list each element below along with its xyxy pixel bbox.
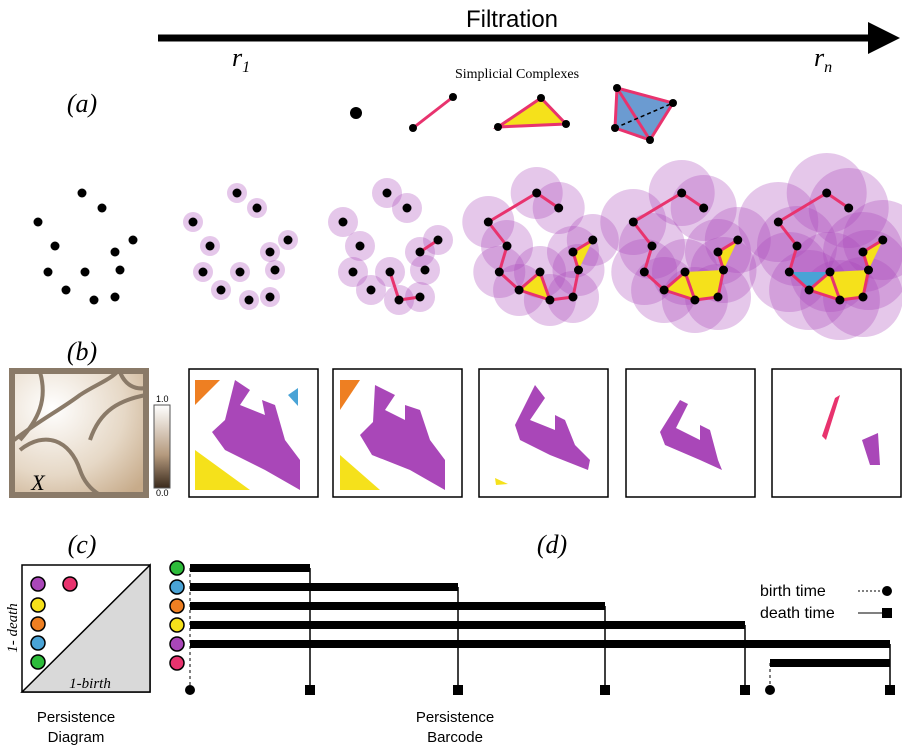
cloud-shape: [98, 204, 107, 213]
cloud-shape: [878, 236, 887, 245]
cloud-shape: [339, 218, 348, 227]
cloud-shape: [660, 286, 669, 295]
cloud-shape: [199, 268, 208, 277]
cloud-shape: [116, 266, 125, 275]
cloud-shape: [271, 266, 280, 275]
row-label: (b): [67, 337, 97, 366]
x-axis-label: 1-birth: [69, 676, 111, 692]
cloud-shape: [629, 218, 638, 227]
legend-marker: [882, 608, 892, 618]
cloud-shape: [51, 242, 60, 251]
cloud-shape: [90, 296, 99, 305]
cloud-shape: [206, 242, 215, 251]
cloud-shape: [284, 236, 293, 245]
cloud-shape: [859, 293, 868, 302]
cloud-shape: [677, 189, 686, 198]
cloud-shape: [690, 296, 699, 305]
cloud-shape: [253, 204, 262, 213]
arrow-head: [868, 22, 900, 54]
cloud-shape: [822, 189, 831, 198]
cloud-shape: [785, 268, 794, 277]
cloud-shape: [129, 236, 138, 245]
cloud-shape: [719, 266, 728, 275]
cloud-shape: [395, 296, 404, 305]
cloud-shape: [81, 268, 90, 277]
cloud-shape: [859, 248, 868, 257]
cloud-shape: [648, 242, 657, 251]
complexes-title: Simplicial Complexes: [455, 67, 579, 82]
legend-marker: [882, 586, 892, 596]
cloud-shape: [44, 268, 53, 277]
cloud-shape: [574, 266, 583, 275]
legend-label: birth time: [760, 583, 826, 600]
cloud-shape: [805, 286, 814, 295]
colorbar-max: 1.0: [156, 394, 169, 404]
cloud-shape: [793, 242, 802, 251]
cloud-shape: [236, 268, 245, 277]
cloud-shape: [245, 296, 254, 305]
caption: Persistence: [416, 709, 494, 726]
cloud-shape: [62, 286, 71, 295]
cloud-shape: [532, 189, 541, 198]
colorbar: [154, 405, 170, 488]
cloud-shape: [349, 268, 358, 277]
cloud-shape: [864, 266, 873, 275]
cloud-shape: [484, 218, 493, 227]
caption: Barcode: [427, 729, 483, 746]
cloud-shape: [78, 189, 87, 198]
cloud-shape: [774, 218, 783, 227]
caption: Persistence: [37, 709, 115, 726]
cloud-shape: [416, 293, 425, 302]
cloud-shape: [367, 286, 376, 295]
cloud-shape: [233, 189, 242, 198]
cloud-shape: [434, 236, 443, 245]
legend-label: death time: [760, 605, 835, 622]
cloud-shape: [421, 266, 430, 275]
cloud-shape: [386, 268, 395, 277]
cloud-shape: [640, 268, 649, 277]
cloud-shape: [545, 296, 554, 305]
caption: Diagram: [48, 729, 105, 746]
cloud-shape: [569, 293, 578, 302]
title: Filtration: [466, 6, 558, 33]
end-label: rn: [814, 43, 832, 76]
cloud-shape: [217, 286, 226, 295]
cloud-shape: [714, 293, 723, 302]
row-label: (a): [67, 89, 97, 118]
cloud-shape: [495, 268, 504, 277]
cloud-shape: [266, 293, 275, 302]
cloud-shape: [503, 242, 512, 251]
cloud-shape: [536, 268, 545, 277]
cloud-shape: [681, 268, 690, 277]
cloud-shape: [266, 248, 275, 257]
space-label: X: [30, 470, 46, 495]
row-label: (c): [68, 530, 97, 559]
cloud-shape: [714, 248, 723, 257]
cloud-shape: [835, 296, 844, 305]
cloud-shape: [356, 242, 365, 251]
cloud-shape: [403, 204, 412, 213]
cloud-shape: [189, 218, 198, 227]
cloud-shape: [569, 248, 578, 257]
start-label: r1: [232, 43, 250, 76]
figure: Filtration r1 rn (a) Simplicial Complexe…: [0, 0, 902, 749]
cloud-shape: [383, 189, 392, 198]
cloud-shape: [416, 248, 425, 257]
simplices: [350, 84, 677, 144]
cloud-shape: [699, 204, 708, 213]
cloud-shape: [34, 218, 43, 227]
row-label: (d): [537, 530, 567, 559]
colorbar-min: 0.0: [156, 488, 169, 498]
cloud-shape: [733, 236, 742, 245]
cloud-shape: [111, 248, 120, 257]
point-clouds: [34, 153, 902, 340]
cloud-shape: [826, 268, 835, 277]
cloud-shape: [554, 204, 563, 213]
y-axis-label: 1- death: [5, 603, 21, 653]
cloud-shape: [588, 236, 597, 245]
cloud-shape: [515, 286, 524, 295]
barcode: [170, 561, 895, 695]
cloud-shape: [844, 204, 853, 213]
cloud-shape: [111, 293, 120, 302]
